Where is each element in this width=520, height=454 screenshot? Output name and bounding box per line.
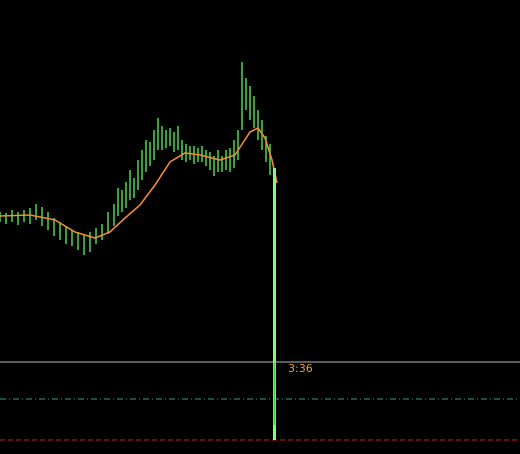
moving-average xyxy=(0,126,278,239)
bar-timer: 3:36 xyxy=(288,362,313,375)
